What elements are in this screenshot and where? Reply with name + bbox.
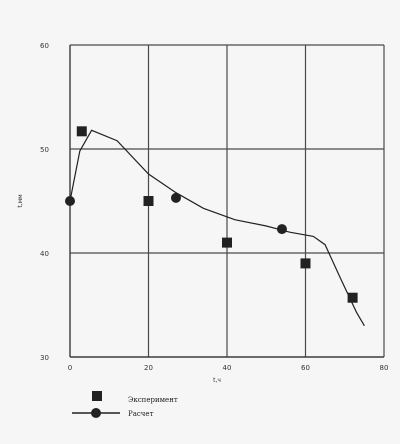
x-tick-label: 80 <box>380 364 389 372</box>
y-axis-label: t,мм <box>17 194 24 207</box>
experiment-point <box>222 237 232 248</box>
x-axis-label: t,ч <box>213 377 221 384</box>
experiment-point <box>143 196 154 206</box>
x-tick-label: 0 <box>68 364 72 372</box>
experiment-point <box>300 258 311 269</box>
x-tick-label: 60 <box>301 364 310 372</box>
legend-circle-icon <box>91 408 101 418</box>
calculation-point <box>170 192 181 203</box>
calculation-point <box>65 196 75 206</box>
legend-square-icon <box>92 391 102 401</box>
y-tick-label: 30 <box>40 354 49 362</box>
legend-experiment-label: Эксперимент <box>128 396 178 404</box>
x-tick-label: 20 <box>144 364 153 372</box>
x-ticks: 0 20 40 60 80 <box>68 364 389 372</box>
y-ticks: 30 40 50 60 <box>40 42 49 362</box>
y-tick-label: 50 <box>40 146 49 154</box>
calculated-curve <box>69 129 365 327</box>
y-tick-label: 40 <box>40 250 49 258</box>
legend: Эксперимент Расчет <box>72 391 178 418</box>
grid <box>69 44 385 358</box>
calculation-point <box>276 224 287 235</box>
experiment-point <box>76 126 87 137</box>
experiment-point <box>347 292 358 303</box>
y-tick-label: 60 <box>40 42 49 50</box>
x-tick-label: 40 <box>223 364 232 372</box>
data-points <box>65 126 358 303</box>
legend-calculation-label: Расчет <box>128 410 154 418</box>
